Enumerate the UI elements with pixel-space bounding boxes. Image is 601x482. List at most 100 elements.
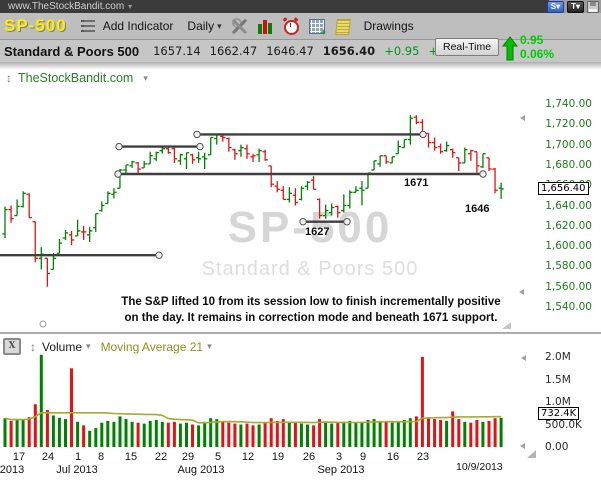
price-tick-label: 1,640.00 xyxy=(545,200,592,212)
window-buttons: S▾ T▾ xyxy=(546,1,599,13)
price-level-label: 1671 xyxy=(404,177,429,189)
x-axis-day-tick: 16 xyxy=(386,451,400,463)
x-axis-end-date: 10/9/2013 xyxy=(456,461,503,473)
trendline-handle[interactable] xyxy=(479,170,487,178)
chevron-down-icon: ▾ xyxy=(217,20,222,31)
price-tick-label: 1,600.00 xyxy=(545,240,592,252)
price-bars xyxy=(2,115,504,287)
x-axis-day-tick: 1 xyxy=(74,451,82,463)
x-axis-day-tick: 29 xyxy=(181,451,195,463)
trendline-handle[interactable] xyxy=(114,170,122,178)
save-icon[interactable] xyxy=(587,1,599,13)
axis-scroll-arrow[interactable] xyxy=(521,355,526,361)
drawings-button[interactable]: Drawings xyxy=(363,19,414,33)
up-arrow-icon xyxy=(502,36,518,61)
tools-menu-label: T xyxy=(571,2,576,11)
realtime-badge[interactable]: Real-Time xyxy=(435,38,500,56)
x-axis-day-tick: 22 xyxy=(154,451,168,463)
timeframe-dropdown[interactable]: Daily ▾ xyxy=(187,19,221,33)
trendline-handle[interactable] xyxy=(115,142,123,151)
current-volume-tag: 732.4K xyxy=(538,407,580,420)
title-bar: www.TheStockBandit.com ▾ xyxy=(0,0,601,13)
symbol-menu-label: S xyxy=(550,2,557,11)
trendline-handle[interactable] xyxy=(299,218,307,226)
add-indicator-button[interactable]: Add Indicator xyxy=(102,19,174,33)
volume-ma-line xyxy=(4,411,502,424)
chart-style-icon[interactable] xyxy=(257,18,274,35)
trendline-handle[interactable] xyxy=(155,251,163,259)
realtime-change-percent: 0.06% xyxy=(520,47,555,61)
high-value: 1662.47 xyxy=(209,44,258,58)
axis-scroll-arrow[interactable] xyxy=(519,289,524,295)
calendar-add-icon[interactable]: + xyxy=(308,18,326,37)
trendline-handle[interactable] xyxy=(196,142,204,151)
drawing-handle[interactable] xyxy=(39,320,47,328)
x-axis-day-tick: 12 xyxy=(241,451,255,463)
x-axis-day-tick: 8 xyxy=(97,451,105,463)
realtime-change-value: 0.95 xyxy=(520,33,544,47)
price-panel-title: TheStockBandit.com xyxy=(18,71,134,85)
panel-divider[interactable] xyxy=(0,332,601,334)
price-tick-label: 1,620.00 xyxy=(545,220,592,232)
move-panel-icon[interactable]: ↕ xyxy=(30,339,36,354)
site-title[interactable]: www.TheStockBandit.com xyxy=(8,1,125,12)
x-axis-day-tick: 23 xyxy=(416,451,430,463)
trendline-handle[interactable] xyxy=(419,130,427,139)
x-axis-day-tick: 9 xyxy=(359,451,367,463)
list-icon[interactable] xyxy=(80,20,95,32)
x-axis-month-label: Jul 2013 xyxy=(56,464,98,476)
price-tick-label: 1,540.00 xyxy=(545,301,592,313)
x-axis-day-tick: 24 xyxy=(41,451,55,463)
volume-tick-label: 0.00 xyxy=(545,441,569,453)
chevron-down-icon[interactable]: ▾ xyxy=(143,72,148,83)
close-panel-button[interactable]: X xyxy=(3,338,21,355)
main-toolbar: SP-500 Add Indicator Daily ▾ + Drawings xyxy=(0,13,601,40)
volume-tick-label: 1.0M xyxy=(545,396,571,408)
panel-resize-grip[interactable] xyxy=(502,322,511,329)
chevron-down-icon: ▾ xyxy=(556,2,561,11)
axis-scroll-arrow[interactable] xyxy=(520,443,525,449)
current-price-tag: 1,656.40 xyxy=(538,182,589,195)
change-value: +0.95 xyxy=(384,44,420,58)
x-axis-month-label: Sep 2013 xyxy=(317,464,365,476)
moving-average-label[interactable]: Moving Average 21 xyxy=(100,339,204,354)
price-panel-header[interactable]: ↕ TheStockBandit.com ▾ xyxy=(6,71,148,85)
chevron-down-icon[interactable]: ▾ xyxy=(207,341,212,351)
divider-gradient xyxy=(0,62,601,69)
watermark-symbol: SP-500 xyxy=(227,203,393,252)
trendline-handle[interactable] xyxy=(193,130,201,139)
last-value: 1656.40 xyxy=(322,44,376,58)
chevron-down-icon: ▾ xyxy=(575,2,580,11)
tools-menu-button[interactable]: T▾ xyxy=(567,1,584,13)
chevron-down-icon[interactable]: ▾ xyxy=(86,341,91,351)
price-tick-label: 1,680.00 xyxy=(545,159,592,171)
alert-clock-icon[interactable] xyxy=(283,18,300,35)
x-axis-day-tick: 19 xyxy=(271,451,285,463)
move-panel-icon[interactable]: ↕ xyxy=(6,71,12,85)
volume-tick-label: 1.5M xyxy=(545,374,571,386)
x-axis-day-tick: 3 xyxy=(335,451,343,463)
price-tick-label: 1,720.00 xyxy=(545,118,592,130)
x-axis-day-tick: 26 xyxy=(302,451,316,463)
timeframe-value: Daily xyxy=(187,19,215,33)
x-axis-month-label: 2013 xyxy=(0,464,25,476)
x-axis-day-tick: 15 xyxy=(124,451,138,463)
axis-scroll-arrow[interactable] xyxy=(520,115,525,121)
window-resize-grip[interactable] xyxy=(527,450,536,458)
realtime-change: 0.95 0.06% xyxy=(520,33,554,61)
volume-panel-header: X ↕ Volume ▾ Moving Average 21 ▾ xyxy=(3,338,212,355)
annotation-line-1: The S&P lifted 10 from its session low t… xyxy=(121,296,501,308)
chevron-down-icon: ▾ xyxy=(128,2,133,11)
instrument-name: Standard & Poors 500 xyxy=(4,43,140,59)
x-axis-month-label: Aug 2013 xyxy=(177,464,225,476)
x-axis-day-tick: 17 xyxy=(12,451,26,463)
plus-icon: + xyxy=(320,26,326,37)
chart-annotation-text: The S&P lifted 10 from its session low t… xyxy=(28,294,594,326)
volume-tick-label: 2.0M xyxy=(545,351,571,363)
symbol-menu-button[interactable]: S▾ xyxy=(546,1,565,13)
low-value: 1646.47 xyxy=(266,44,314,58)
watermark-name: Standard & Poors 500 xyxy=(201,258,419,280)
annotation-line-2: on the day. It remains in correction mod… xyxy=(124,312,498,324)
trendline-handle[interactable] xyxy=(343,218,351,226)
